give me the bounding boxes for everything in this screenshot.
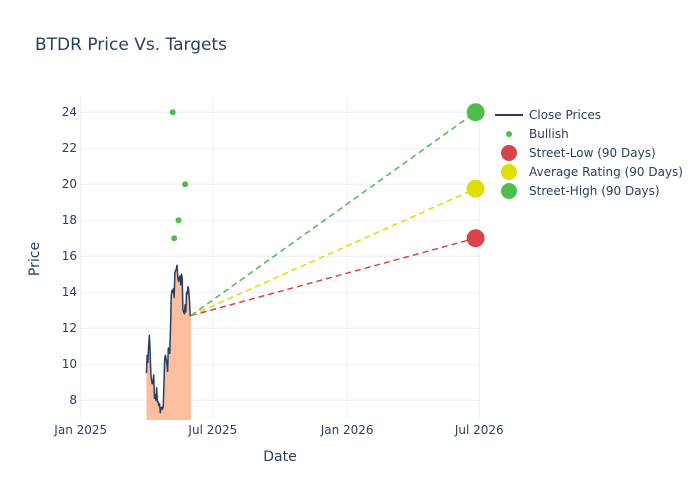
target-point[interactable]: [466, 229, 485, 248]
legend-label: Bullish: [529, 127, 569, 141]
y-tick-label: 10: [62, 357, 77, 371]
close-price-area: [146, 265, 191, 420]
y-tick-label: 24: [62, 105, 77, 119]
close-price-fill: [146, 265, 191, 420]
legend-label: Average Rating (90 Days): [529, 165, 683, 179]
legend-label: Street-High (90 Days): [529, 184, 660, 198]
legend-label: Close Prices: [529, 108, 601, 122]
target-lines: [190, 111, 477, 317]
x-tick-label: Jul 2025: [187, 423, 237, 437]
close-price-line: [145, 264, 191, 414]
y-tick-label: 12: [62, 321, 77, 335]
legend-item[interactable]: Street-High (90 Days): [501, 183, 660, 199]
y-axis-title: Price: [27, 242, 43, 276]
legend-label: Street-Low (90 Days): [529, 146, 656, 160]
target-point[interactable]: [466, 179, 485, 198]
legend-marker-swatch: [501, 164, 517, 180]
y-tick-label: 14: [62, 285, 77, 299]
legend-marker-swatch: [506, 131, 512, 137]
legend-item[interactable]: Average Rating (90 Days): [501, 164, 683, 180]
y-tick-label: 20: [62, 177, 77, 191]
legend-item[interactable]: Bullish: [506, 127, 569, 141]
legend-marker-swatch: [501, 183, 517, 199]
grid: [80, 96, 480, 420]
chart-title: BTDR Price Vs. Targets: [35, 35, 227, 55]
y-tick-label: 18: [62, 213, 77, 227]
target-line: [190, 111, 477, 317]
target-line: [190, 188, 476, 317]
y-axis-ticks: 8 10 12 14 16 18 20 22 24: [62, 105, 77, 407]
legend-item[interactable]: Street-Low (90 Days): [501, 145, 656, 161]
markers: [169, 103, 485, 248]
bullish-point[interactable]: [171, 235, 178, 242]
y-tick-label: 16: [62, 249, 77, 263]
x-axis-ticks: Jan 2025 Jul 2025 Jan 2026 Jul 2026: [53, 423, 503, 437]
target-line: [190, 237, 476, 317]
bullish-point[interactable]: [175, 217, 182, 224]
x-tick-label: Jan 2026: [320, 423, 374, 437]
x-tick-label: Jul 2026: [454, 423, 504, 437]
legend[interactable]: Close Prices Bullish Street-Low (90 Days) A…: [495, 108, 683, 199]
target-point[interactable]: [466, 103, 485, 122]
y-tick-label: 8: [69, 393, 77, 407]
bullish-point[interactable]: [169, 109, 176, 116]
legend-item[interactable]: Close Prices: [495, 108, 601, 122]
legend-marker-swatch: [501, 145, 517, 161]
close-price-line-group: [145, 264, 191, 414]
bullish-point[interactable]: [182, 181, 189, 188]
x-tick-label: Jan 2025: [53, 423, 107, 437]
x-axis-title: Date: [263, 449, 296, 465]
y-tick-label: 22: [62, 141, 77, 155]
